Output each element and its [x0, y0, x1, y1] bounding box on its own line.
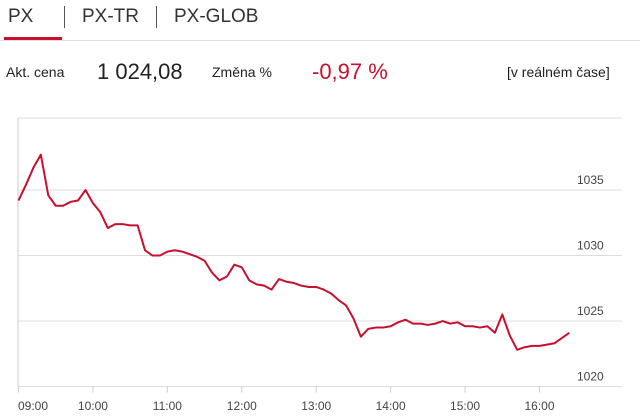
price-label: Akt. cena — [6, 64, 65, 80]
change-label: Změna % — [212, 64, 272, 80]
x-tick-label: 16:00 — [524, 399, 554, 413]
tab-bar: PX PX-TR PX-GLOB — [0, 0, 640, 41]
tab[interactable]: PX-TR — [82, 6, 139, 27]
tab[interactable]: PX — [8, 6, 34, 27]
y-tick-label: 1025 — [577, 304, 604, 318]
price: 1 024,08 — [97, 59, 183, 84]
y-tick-label: 1035 — [577, 173, 604, 187]
y-tick-label: 1030 — [577, 239, 604, 253]
x-tick-label: 15:00 — [450, 399, 480, 413]
price-line — [17, 153, 570, 351]
x-tick-label: 14:00 — [376, 399, 406, 413]
x-tick-label: 10:00 — [78, 399, 108, 413]
realtime-note: [v reálném čase] — [507, 64, 610, 80]
separator — [64, 6, 65, 28]
x-tick-label: 13:00 — [301, 399, 331, 413]
tab[interactable]: PX-GLOB — [174, 6, 259, 27]
active-indicator — [4, 37, 62, 40]
x-tick-label: 09:00 — [18, 399, 48, 413]
x-tick-label: 12:00 — [227, 399, 257, 413]
separator — [156, 6, 157, 28]
change: -0,97 % — [312, 59, 388, 84]
x-tick-label: 11:00 — [153, 399, 182, 413]
y-tick-label: 1020 — [577, 370, 604, 384]
